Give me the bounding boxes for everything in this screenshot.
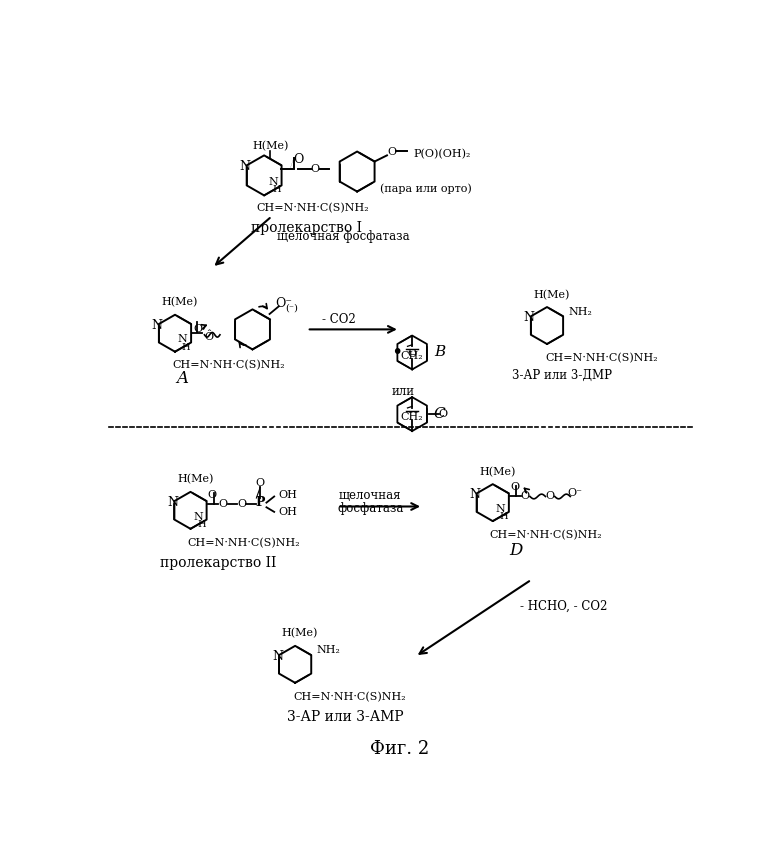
Text: •: •	[391, 343, 402, 362]
Text: H(Me): H(Me)	[177, 475, 214, 485]
Text: H(Me): H(Me)	[282, 629, 318, 639]
Text: N: N	[470, 488, 480, 502]
Text: C: C	[434, 407, 445, 421]
Text: N: N	[152, 319, 163, 332]
Text: O⁻: O⁻	[567, 488, 583, 498]
Text: пролекарство I: пролекарство I	[251, 221, 362, 235]
Text: O: O	[521, 492, 530, 502]
Text: - HCHO, - CO2: - HCHO, - CO2	[520, 600, 608, 613]
Text: H(Me): H(Me)	[252, 141, 289, 152]
Text: CH=N·NH·C(S)NH₂: CH=N·NH·C(S)NH₂	[257, 203, 369, 213]
Text: (⁻): (⁻)	[285, 303, 298, 313]
Text: 3-АР или 3-АМР: 3-АР или 3-АМР	[287, 710, 404, 723]
Text: N: N	[495, 504, 505, 514]
Text: P: P	[256, 496, 265, 509]
Text: H(Me): H(Me)	[534, 290, 570, 300]
Text: O: O	[218, 499, 228, 509]
Text: 3-АР или 3-ДМР: 3-АР или 3-ДМР	[512, 369, 612, 382]
Text: O: O	[408, 349, 417, 359]
Text: фосфатаза: фосфатаза	[337, 502, 403, 515]
Text: CH=N·NH·C(S)NH₂: CH=N·NH·C(S)NH₂	[172, 360, 285, 371]
Text: O: O	[438, 409, 448, 419]
Text: H: H	[499, 512, 508, 521]
Text: N: N	[193, 511, 203, 521]
Text: NH₂: NH₂	[317, 646, 341, 655]
Text: H: H	[197, 520, 206, 529]
Text: H: H	[182, 343, 190, 352]
Text: N: N	[268, 176, 278, 187]
Text: CH₂: CH₂	[401, 350, 424, 360]
Text: (пара или орто): (пара или орто)	[381, 183, 472, 193]
Text: - CO2: - CO2	[322, 313, 356, 325]
Text: Ô: Ô	[204, 331, 214, 343]
Text: O: O	[293, 153, 303, 166]
Text: O: O	[193, 325, 203, 334]
Text: Фиг. 2: Фиг. 2	[370, 740, 429, 758]
Text: A: A	[177, 371, 189, 388]
Text: O⁻: O⁻	[275, 296, 292, 310]
Text: или: или	[392, 385, 415, 398]
Text: O: O	[310, 164, 320, 174]
Text: O: O	[545, 492, 555, 502]
Text: N: N	[272, 650, 283, 663]
Text: N: N	[178, 334, 188, 344]
Text: H: H	[272, 185, 281, 193]
Text: N: N	[524, 311, 535, 325]
Text: CH=N·NH·C(S)NH₂: CH=N·NH·C(S)NH₂	[490, 530, 602, 540]
Text: N: N	[168, 496, 179, 509]
Text: O: O	[256, 478, 265, 487]
Text: O: O	[510, 482, 519, 492]
Text: щелочная фосфатаза: щелочная фосфатаза	[278, 231, 410, 244]
Text: O: O	[387, 147, 396, 158]
Text: NH₂: NH₂	[569, 307, 593, 317]
Text: щелочная: щелочная	[339, 489, 402, 502]
Text: пролекарство II: пролекарство II	[159, 556, 276, 570]
Text: B: B	[434, 346, 445, 360]
Text: D: D	[509, 542, 523, 559]
Text: O: O	[237, 499, 246, 509]
Text: CH=N·NH·C(S)NH₂: CH=N·NH·C(S)NH₂	[293, 692, 406, 702]
Text: O: O	[207, 490, 217, 500]
Text: P(O)(OH)₂: P(O)(OH)₂	[413, 148, 470, 159]
Text: CH=N·NH·C(S)NH₂: CH=N·NH·C(S)NH₂	[187, 538, 300, 548]
Text: CH₂: CH₂	[401, 412, 424, 423]
Text: CH=N·NH·C(S)NH₂: CH=N·NH·C(S)NH₂	[545, 353, 658, 363]
Text: OH: OH	[279, 490, 298, 500]
Text: H(Me): H(Me)	[161, 297, 198, 308]
Text: N: N	[239, 160, 250, 174]
Text: H(Me): H(Me)	[479, 467, 516, 477]
Text: OH: OH	[279, 507, 298, 517]
